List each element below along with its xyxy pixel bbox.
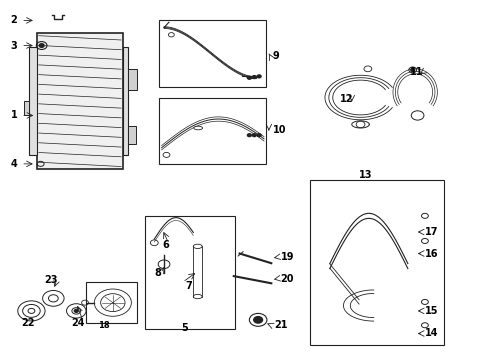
Text: 23: 23 [44, 275, 58, 285]
Text: 15: 15 [424, 306, 438, 316]
Text: 3: 3 [10, 41, 17, 50]
Circle shape [257, 134, 261, 136]
Text: 24: 24 [71, 318, 85, 328]
Bar [159, 21, 266, 87]
Circle shape [257, 75, 261, 78]
Text: 5: 5 [181, 323, 188, 333]
Bar [23, 101, 29, 116]
Text: 17: 17 [424, 227, 438, 237]
Text: 12: 12 [339, 94, 352, 104]
Circle shape [253, 317, 262, 323]
Text: 11: 11 [409, 67, 423, 77]
Text: 20: 20 [280, 274, 293, 284]
Bar [128, 69, 137, 90]
Bar [37, 33, 122, 169]
Text: 13: 13 [358, 170, 371, 180]
Circle shape [74, 310, 78, 312]
Text: 6: 6 [162, 239, 169, 249]
Text: 8: 8 [155, 268, 162, 278]
Bar [29, 47, 37, 155]
Text: 22: 22 [21, 318, 35, 328]
Bar [144, 216, 234, 329]
Text: 9: 9 [272, 51, 279, 61]
Circle shape [252, 134, 256, 136]
Circle shape [410, 68, 414, 71]
Circle shape [247, 134, 251, 136]
Text: 18: 18 [98, 321, 110, 330]
Circle shape [252, 76, 256, 78]
Text: 14: 14 [424, 328, 438, 338]
Bar [310, 180, 444, 345]
Bar [122, 47, 128, 155]
Circle shape [247, 76, 251, 79]
Text: 21: 21 [273, 320, 286, 330]
Text: 16: 16 [424, 248, 438, 258]
Bar [159, 98, 266, 164]
Text: 7: 7 [184, 281, 191, 291]
Bar [128, 126, 136, 144]
Bar [86, 282, 137, 323]
Ellipse shape [193, 126, 202, 130]
Text: 4: 4 [10, 159, 17, 169]
Text: 19: 19 [280, 252, 293, 262]
Text: 1: 1 [10, 111, 17, 121]
Text: 2: 2 [10, 15, 17, 26]
Text: 10: 10 [272, 125, 285, 135]
Circle shape [39, 44, 44, 47]
